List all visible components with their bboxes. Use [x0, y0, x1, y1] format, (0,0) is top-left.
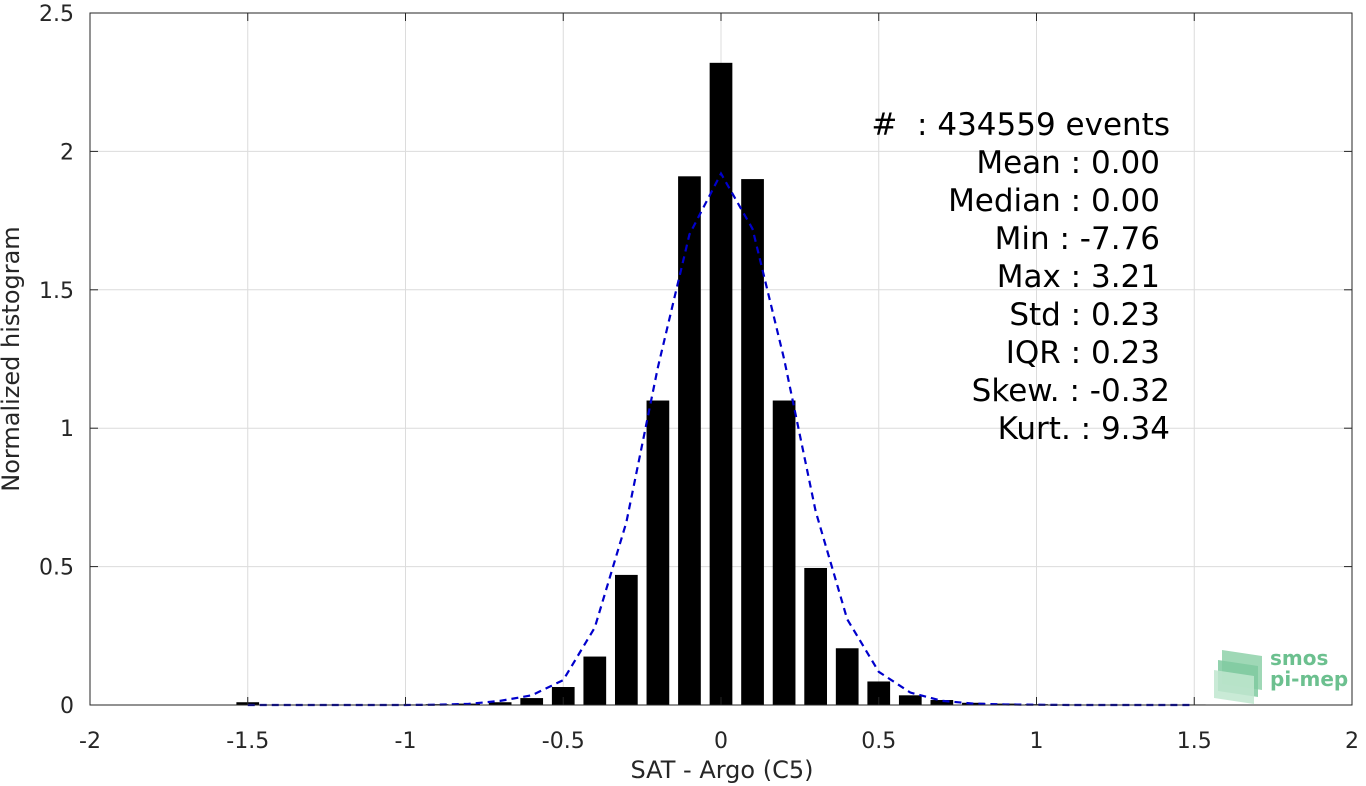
y-tick-label: 1: [60, 417, 74, 442]
y-tick-label: 2.5: [39, 2, 74, 27]
x-tick-label: 0.5: [861, 729, 896, 754]
x-tick-label: -1: [395, 729, 417, 754]
x-tick-label: 0: [714, 729, 728, 754]
histogram-bar: [678, 176, 701, 705]
histogram-bar: [551, 687, 575, 705]
histogram-bar: [709, 62, 733, 706]
histogram-bar: [520, 698, 544, 705]
histogram-bar: [488, 702, 512, 705]
x-axis-ticks: -2 -1.5 -1 -0.5 0 0.5 1 1.5 2: [79, 13, 1359, 754]
x-tick-label: -2: [79, 729, 101, 754]
histogram-bar: [867, 681, 891, 705]
y-tick-label: 0.5: [39, 556, 74, 581]
x-tick-label: -1.5: [226, 729, 269, 754]
smos-pi-mep-logo: smos pi-mep: [1214, 646, 1348, 704]
stat-annotation: Mean : 0.00: [976, 145, 1160, 181]
histogram-bar: [741, 179, 764, 705]
histogram-bar: [646, 400, 670, 705]
x-tick-label: 2: [1345, 729, 1359, 754]
stat-annotation: Std : 0.23: [1009, 297, 1160, 333]
stat-annotation: Max : 3.21: [997, 259, 1160, 295]
y-tick-label: 1.5: [39, 279, 74, 304]
y-tick-label: 0: [60, 694, 74, 719]
histogram-bar: [962, 702, 985, 705]
stat-annotation: IQR : 0.23: [1006, 335, 1160, 371]
stat-annotation: Median : 0.00: [948, 183, 1160, 219]
histogram-bar: [583, 656, 607, 705]
x-tick-label: -0.5: [542, 729, 585, 754]
histogram-bar: [772, 400, 796, 705]
logo-icon: [1214, 650, 1262, 704]
x-axis-label: SAT - Argo (C5): [631, 756, 814, 784]
stat-annotation: # : 434559 events: [871, 107, 1170, 143]
logo-line1: smos: [1270, 646, 1328, 670]
x-tick-label: 1: [1030, 729, 1044, 754]
histogram-bar: [930, 700, 954, 705]
stat-annotation: Min : -7.76: [995, 221, 1160, 257]
histogram-bar: [835, 648, 859, 705]
histogram-bar: [804, 567, 828, 705]
y-axis-ticks: 0 0.5 1 1.5 2 2.5: [39, 2, 1352, 719]
x-tick-label: 1.5: [1177, 729, 1212, 754]
y-axis-label: Normalized histogram: [0, 226, 25, 491]
y-tick-label: 2: [60, 140, 74, 165]
histogram-bar: [614, 574, 638, 705]
histogram-bars: [236, 62, 1206, 706]
histogram-bar: [898, 695, 922, 705]
stat-annotation: Kurt. : 9.34: [998, 411, 1170, 447]
logo-line2: pi-mep: [1270, 667, 1348, 691]
stat-annotation: Skew. : -0.32: [972, 373, 1170, 409]
